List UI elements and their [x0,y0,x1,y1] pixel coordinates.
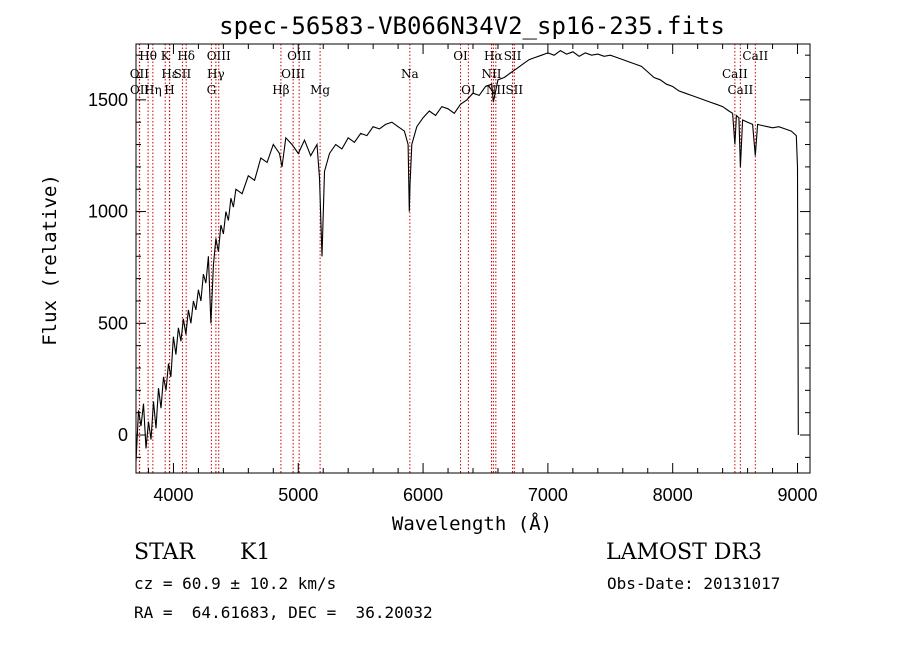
reference-line-label: OIII [207,49,231,63]
y-axis-ticks: 0 500 1000 1500 [88,54,810,458]
x-tick-label: 6000 [403,485,443,505]
reference-line-label: OIII [287,49,311,63]
reference-line-labels: Hθ OII OII K H Hε Hη SII Hδ OIII Hγ G Hβ OIII OIII Mg Na… [130,49,769,97]
reference-line-label: Hθ [139,49,157,63]
x-tick-label: 9000 [777,485,817,505]
reference-line-label: OIII [281,67,305,81]
redshift-readout: cz = 60.9 ± 10.2 km/s [134,574,337,593]
reference-line-label: G [207,83,217,97]
x-tick-label: 5000 [278,485,318,505]
y-tick-label: 500 [98,313,128,333]
sky-coordinates: RA = 64.61683, DEC = 36.20032 [134,603,433,622]
chart-title: spec-56583-VB066N34V2_sp16-235.fits [219,12,725,40]
reference-line-label: OI [461,83,476,97]
reference-line-label: Hα [484,49,503,63]
spectrum-series-line [135,50,799,462]
x-axis-ticks: 4000 5000 6000 7000 8000 9000 [147,44,818,505]
reference-lines [138,44,756,473]
object-type: STAR [134,540,195,565]
reference-line-label: CaII [722,67,748,81]
y-tick-label: 0 [118,425,128,445]
reference-line-label: Hβ [272,83,289,97]
x-tick-label: 4000 [153,485,193,505]
reference-line-label: OII [130,83,150,97]
reference-line-label: Hε [161,67,178,81]
y-tick-label: 1500 [88,90,128,110]
reference-line-label: OI [453,49,468,63]
reference-line-label: K [161,49,171,63]
y-axis-label: Flux (relative) [39,174,61,346]
reference-line-label: CaII [742,49,768,63]
survey-name: LAMOST DR3 [606,540,762,565]
x-tick-label: 8000 [653,485,693,505]
reference-line-label: Hγ [207,67,225,81]
x-axis-label: Wavelength (Å) [392,512,552,535]
reference-line-label: Na [401,67,419,81]
reference-line-label: NII [481,67,501,81]
reference-line-label: SII [505,83,523,97]
x-tick-label: 7000 [528,485,568,505]
reference-line-label: OII [130,67,150,81]
object-subclass: K1 [240,540,271,565]
reference-line-label: Hη [144,83,162,97]
reference-line-label: CaII [727,83,753,97]
observation-date: Obs-Date: 20131017 [607,574,781,593]
plot-frame [135,43,811,474]
reference-line-label: SII [174,67,192,81]
reference-line-label: H [164,83,174,97]
reference-line-label: SII [504,49,522,63]
reference-line-label: Mg [310,83,330,97]
reference-line-label: Hδ [177,49,195,63]
y-tick-label: 1000 [88,202,128,222]
